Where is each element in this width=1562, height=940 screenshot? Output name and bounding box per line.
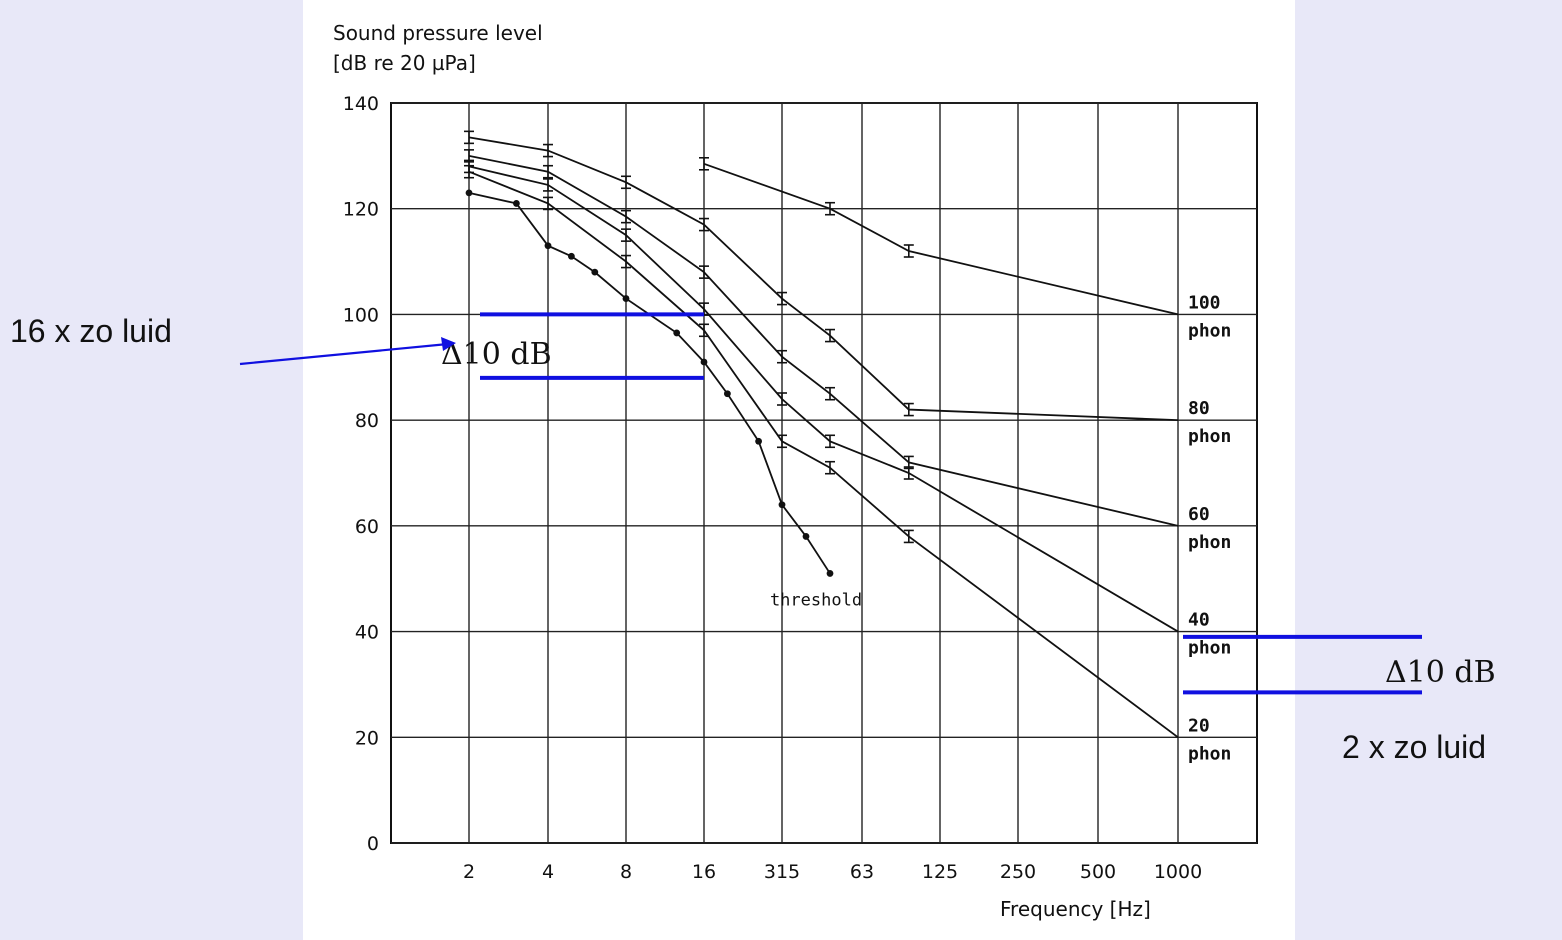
data-point	[777, 291, 787, 306]
series-line-100-phon	[703, 162, 1179, 316]
x-axis-title: Frequency [Hz]	[1000, 897, 1151, 921]
data-point	[543, 164, 553, 179]
data-point	[777, 434, 787, 449]
y-tick-label: 100	[343, 304, 379, 326]
phon-label-value: 20	[1188, 715, 1210, 736]
series-line-40-phon	[468, 165, 1179, 633]
y-tick-label: 80	[355, 410, 379, 432]
plot-frame	[390, 102, 1258, 844]
phon-label-unit: phon	[1188, 320, 1231, 341]
data-point	[777, 392, 787, 406]
data-point	[464, 164, 474, 179]
data-point	[903, 466, 914, 480]
x-tick-label: 125	[922, 861, 958, 883]
threshold-point	[513, 200, 520, 207]
data-point	[777, 349, 787, 364]
x-tick-label: 250	[1000, 861, 1036, 883]
data-point	[543, 178, 553, 192]
x-tick-label: 63	[850, 861, 874, 883]
series-line-80-phon	[468, 136, 1179, 422]
data-point	[621, 209, 631, 224]
threshold-point	[544, 242, 552, 250]
series-line-threshold	[468, 191, 831, 574]
data-point	[903, 244, 914, 258]
phon-label-value: 100	[1188, 292, 1221, 313]
data-point	[621, 175, 631, 190]
data-point	[825, 386, 835, 401]
threshold-label: threshold	[770, 590, 862, 610]
left-annotation-text: 16 x zo luid	[10, 313, 172, 349]
threshold-point	[778, 501, 786, 509]
x-tick-label: 1000	[1154, 861, 1202, 883]
threshold-point	[465, 189, 473, 197]
phon-label-unit: phon	[1188, 638, 1231, 659]
y-axis-title: Sound pressure level	[333, 21, 543, 45]
threshold-point	[622, 295, 630, 302]
arrow-line	[239, 342, 449, 366]
data-point	[543, 143, 553, 158]
y-tick-label: 60	[355, 516, 379, 538]
phon-label-unit: phon	[1188, 743, 1231, 764]
threshold-point	[568, 252, 575, 260]
series-line-20-phon	[468, 170, 1179, 739]
threshold-point	[673, 329, 681, 337]
threshold-point	[826, 570, 834, 577]
threshold-point	[724, 390, 731, 398]
left-delta-label: Δ10 dB	[441, 337, 552, 372]
threshold-point	[755, 437, 762, 445]
threshold-point	[700, 358, 708, 366]
data-point	[699, 323, 709, 338]
x-tick-label: 500	[1080, 861, 1116, 883]
threshold-point	[802, 533, 810, 540]
labels: Sound pressure level [dB re 20 µPa] Freq…	[333, 21, 1231, 921]
data-point	[699, 265, 709, 279]
data-point	[825, 460, 835, 475]
y-tick-label: 20	[355, 727, 379, 749]
curves	[464, 130, 1179, 739]
threshold-point	[591, 268, 599, 276]
grid	[390, 102, 1258, 844]
data-point	[699, 156, 709, 171]
data-point	[464, 130, 474, 145]
data-point	[543, 196, 553, 211]
x-tick-label: 4	[542, 861, 554, 883]
data-point	[825, 434, 835, 449]
phon-label-value: 80	[1188, 398, 1210, 419]
x-tick-label: 315	[764, 861, 800, 883]
data-point	[699, 217, 709, 232]
phon-label-unit: phon	[1188, 532, 1231, 553]
y-axis-unit: [dB re 20 µPa]	[333, 51, 476, 75]
phon-label-value: 40	[1188, 610, 1210, 631]
y-tick-label: 140	[343, 93, 379, 115]
y-tick-label: 40	[355, 622, 379, 644]
series-line-60-phon	[468, 154, 1179, 527]
annotations: Δ10 dB 16 x zo luid Δ10 dB 2 x zo luid	[10, 312, 1496, 765]
x-tick-label: 8	[620, 861, 632, 883]
data-point	[621, 254, 631, 269]
y-tick-label: 0	[367, 833, 379, 855]
x-tick-label: 16	[692, 861, 716, 883]
data-point	[903, 402, 914, 417]
data-point	[621, 228, 631, 242]
x-tick-label: 2	[463, 861, 475, 883]
right-delta-label: Δ10 dB	[1385, 655, 1496, 690]
y-tick-label: 120	[343, 199, 379, 221]
data-point	[825, 328, 835, 343]
arrow-head-icon	[441, 337, 456, 351]
phon-label-unit: phon	[1188, 426, 1231, 447]
data-point	[903, 529, 914, 544]
phon-label-value: 60	[1188, 504, 1210, 525]
right-annotation-text: 2 x zo luid	[1342, 729, 1486, 765]
data-point	[825, 201, 835, 216]
